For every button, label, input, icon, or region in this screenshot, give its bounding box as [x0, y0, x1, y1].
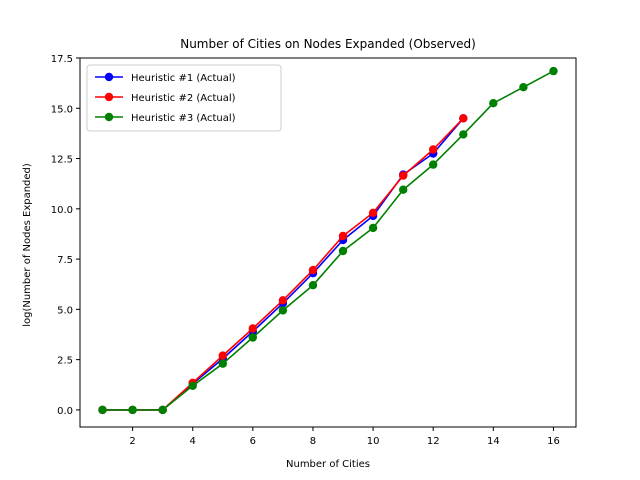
data-point-s3-11	[399, 185, 408, 194]
data-point-s3-15	[519, 83, 528, 92]
plot-frame	[79, 57, 577, 428]
data-point-s2-7	[278, 296, 288, 305]
x-tick-label: 10	[367, 436, 380, 447]
data-point-s3-12	[429, 160, 438, 169]
data-point-s2-9	[338, 231, 348, 241]
data-point-s2-11	[399, 171, 408, 180]
data-point-s2-5	[218, 351, 227, 360]
data-point-s3-9	[338, 246, 348, 256]
series-line-3	[102, 70, 554, 411]
y-tick-label: 17.5	[51, 54, 73, 65]
y-tick-label: 5.0	[57, 305, 73, 316]
legend-label-1: Heuristic #1 (Actual)	[131, 73, 236, 84]
legend-box	[86, 64, 282, 132]
data-point-s2-12	[429, 145, 438, 154]
data-point-s3-8	[308, 281, 318, 290]
chart-title: Number of Cities on Nodes Expanded (Obse…	[180, 37, 476, 51]
legend-swatch-marker-3	[104, 112, 114, 122]
y-tick-label: 7.5	[57, 255, 73, 266]
axes: 2 4 6 8 10 12 14 16 0.0 2.5 5.0 7.5 10.0 12.5 15.0 17.5	[51, 54, 577, 447]
plot-area	[98, 66, 558, 415]
x-tick-label: 2	[129, 436, 135, 447]
data-point-s2-13	[459, 114, 468, 123]
data-point-s3-6	[248, 333, 257, 342]
data-point-s2-6	[248, 324, 257, 333]
data-point-s3-10	[368, 223, 378, 233]
y-tick-label: 10.0	[51, 205, 73, 216]
legend-swatch-marker-2	[104, 92, 114, 102]
y-tick-label: 0.0	[57, 406, 73, 417]
data-point-s3-5	[218, 359, 227, 368]
data-point-s3-2	[128, 405, 137, 415]
x-tick-label: 14	[487, 436, 500, 447]
data-point-s3-16	[549, 66, 558, 76]
data-point-s2-8	[308, 265, 318, 275]
x-tick-label: 16	[547, 436, 560, 447]
legend-label-2: Heuristic #2 (Actual)	[131, 93, 236, 104]
data-point-s3-4	[188, 381, 197, 390]
x-axis-label: Number of Cities	[286, 459, 370, 470]
legend: Heuristic #1 (Actual) Heuristic #2 (Actua…	[86, 64, 282, 132]
x-tick-label: 8	[310, 436, 316, 447]
legend-swatch-marker-1	[104, 72, 114, 82]
data-point-s3-1	[98, 405, 107, 415]
data-point-s3-14	[489, 99, 498, 108]
x-tick-label: 6	[250, 436, 256, 447]
x-tick-label: 12	[427, 436, 440, 447]
y-tick-label: 2.5	[57, 356, 73, 367]
y-tick-label: 12.5	[51, 155, 73, 166]
data-point-s3-7	[278, 306, 288, 315]
y-axis-label: log(Number of Nodes Expanded)	[22, 163, 33, 327]
x-tick-label: 4	[190, 436, 196, 447]
data-point-s2-10	[368, 208, 378, 217]
legend-label-3: Heuristic #3 (Actual)	[131, 113, 236, 124]
y-tick-label: 15.0	[51, 104, 73, 115]
data-point-s3-13	[459, 130, 468, 139]
data-point-s3-3	[158, 405, 167, 415]
